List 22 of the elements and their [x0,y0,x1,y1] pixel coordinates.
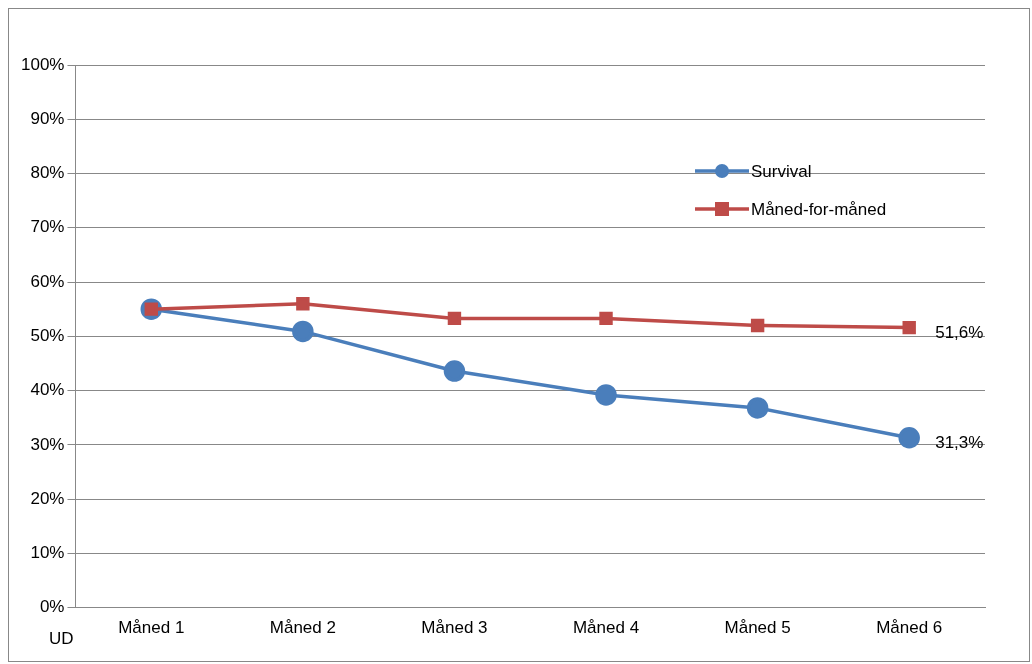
y-tick-label: 100% [21,54,65,74]
legend-label: Måned-for-måned [751,199,887,219]
y-tick-label: 40% [30,380,65,400]
y-tick-label: 70% [30,217,65,237]
text: UD [48,629,74,649]
data-label: 51,6% [935,323,984,343]
y-tick-label: 0% [39,597,65,617]
y-tick-label: 30% [30,434,65,454]
x-tick-label: Måned 1 [118,618,185,638]
x-tick-label: Måned 5 [724,618,791,638]
x-tick-label: Måned 4 [572,618,640,638]
y-tick-label: 10% [30,543,65,563]
data-label: 31,3% [935,433,984,453]
y-tick-label: 50% [30,325,65,345]
x-tick-label: Måned 2 [269,618,336,638]
y-tick-label: 90% [30,108,65,128]
y-tick-label: 20% [30,488,65,508]
legend-label: Survival [751,161,812,181]
y-tick-label: 60% [30,271,65,291]
x-tick-label: Måned 3 [421,618,488,638]
x-tick-label: Måned 6 [876,618,943,638]
y-tick-label: 80% [30,163,65,183]
